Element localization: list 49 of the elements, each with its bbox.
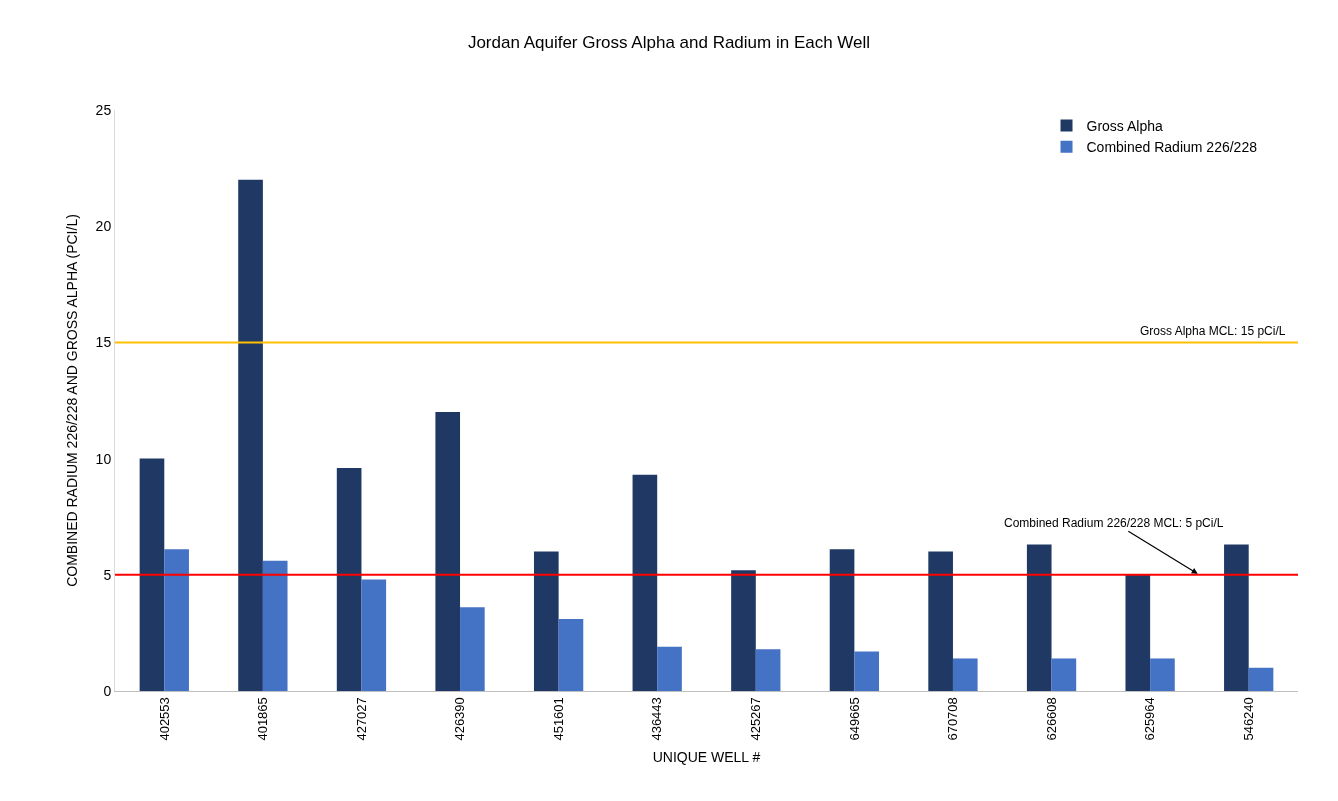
bar <box>336 467 362 691</box>
x-tick-label: 670708 <box>945 697 961 741</box>
bar <box>1224 544 1249 691</box>
bar <box>460 607 485 691</box>
bar <box>1125 574 1151 691</box>
bar <box>755 649 781 691</box>
bar <box>1150 658 1175 691</box>
y-tick-label: 5 <box>103 566 112 583</box>
x-axis-title: UNIQUE WELL # <box>652 748 761 765</box>
x-tick-label: 436443 <box>649 697 665 741</box>
bar <box>829 549 855 691</box>
x-tick-label: 546240 <box>1240 697 1256 741</box>
legend-label: Gross Alpha <box>1086 118 1163 135</box>
chart-title: Jordan Aquifer Gross Alpha and Radium in Each Well <box>467 32 871 52</box>
bar <box>262 560 288 691</box>
y-tick-label: 0 <box>103 682 112 699</box>
bar <box>1248 667 1274 691</box>
x-tick-label: 401865 <box>255 697 271 741</box>
y-tick-label: 15 <box>95 334 112 351</box>
x-tick-label: 427027 <box>353 697 369 741</box>
ref-line-label: Gross Alpha MCL: 15 pCi/L <box>1140 324 1286 338</box>
y-tick-label: 10 <box>95 450 112 467</box>
x-tick-label: 625964 <box>1142 697 1158 741</box>
bar <box>533 551 559 691</box>
bar <box>632 474 658 691</box>
bar <box>164 549 189 691</box>
bar <box>928 551 953 691</box>
y-axis-title: COMBINED RADIUM 226/228 AND GROSS ALPHA (PCI/L) <box>64 214 81 587</box>
bar <box>731 570 756 691</box>
bar <box>435 412 461 691</box>
bar <box>657 646 682 691</box>
bar <box>952 658 978 691</box>
y-tick-label: 25 <box>95 101 112 118</box>
legend-label: Combined Radium 226/228 <box>1086 139 1258 156</box>
y-tick-label: 20 <box>95 218 112 235</box>
bar <box>854 651 880 691</box>
x-tick-label: 425267 <box>748 697 764 741</box>
bar <box>558 618 584 691</box>
x-tick-label: 626608 <box>1043 697 1059 741</box>
x-tick-label: 649665 <box>846 697 862 741</box>
bar <box>139 458 165 691</box>
ref-line-label: Combined Radium 226/228 MCL: 5 pCi/L <box>1004 516 1224 530</box>
x-tick-label: 451601 <box>550 697 566 741</box>
x-tick-label: 402553 <box>156 697 172 741</box>
x-tick-label: 426390 <box>452 697 468 741</box>
bar <box>238 179 263 691</box>
bar <box>1026 544 1052 691</box>
bar <box>361 579 387 691</box>
bar <box>1051 658 1077 691</box>
